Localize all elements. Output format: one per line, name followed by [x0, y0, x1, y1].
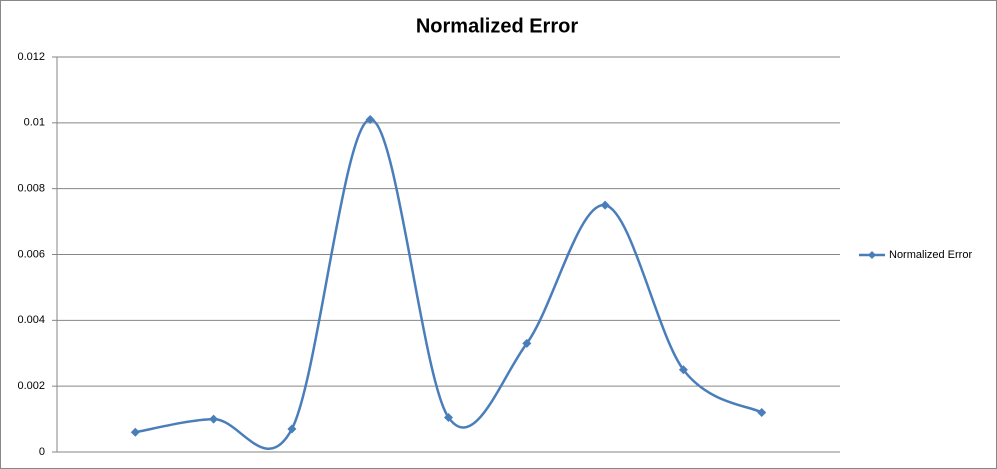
y-tick-label: 0.006	[17, 248, 45, 260]
series-line	[135, 118, 763, 450]
point-marker	[287, 424, 297, 434]
y-tick-label: 0.01	[24, 117, 45, 129]
point-marker	[209, 414, 219, 424]
point-marker	[678, 365, 688, 375]
point-marker	[130, 427, 140, 437]
point-marker	[600, 200, 610, 210]
y-tick-label: 0.002	[17, 380, 45, 392]
chart-title: Normalized Error	[416, 15, 578, 37]
point-marker	[444, 412, 453, 422]
y-tick-label: 0.012	[17, 51, 45, 63]
point-marker	[365, 115, 375, 125]
y-tick-label: 0	[39, 446, 45, 458]
y-tick-label: 0.004	[17, 314, 45, 326]
legend-label: Normalized Error	[889, 249, 972, 261]
y-tick-label: 0.008	[17, 183, 45, 195]
point-marker	[757, 408, 767, 417]
point-marker	[522, 338, 532, 348]
legend-marker	[868, 251, 876, 259]
